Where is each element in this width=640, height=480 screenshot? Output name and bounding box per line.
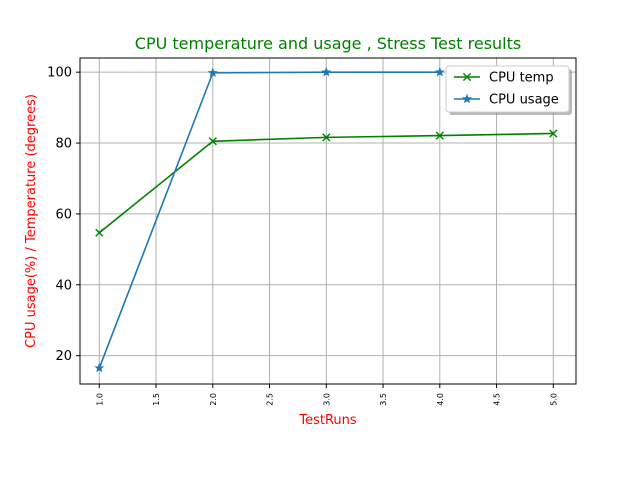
x-tick-label: 1.0 [95,393,104,406]
data-point-star-marker [207,67,218,78]
x-tick-label: 3.5 [379,393,388,406]
data-point-x-marker [95,228,104,237]
data-point-star-marker [462,93,472,104]
y-tick-label: 20 [55,349,72,364]
data-point-x-marker [462,72,472,82]
x-tick-label: 3.0 [322,393,331,406]
x-tick-label: 1.5 [152,393,161,406]
data-point-x-marker [549,129,558,138]
x-marker-stroke [322,133,331,142]
data-point-star-marker [321,66,332,77]
x-marker-stroke [435,131,444,140]
chart-title: CPU temperature and usage , Stress Test … [135,34,521,53]
axes: 1.0 1.5 2.0 2.5 3.0 3.5 4.0 4.5 5.0 20 40 60 80 100 [47,66,558,406]
series-line [98,71,440,369]
x-tick-label: 4.5 [493,393,502,406]
data-point-x-marker [435,131,444,140]
y-tick-label: 60 [55,207,72,222]
y-tick-label: 40 [55,278,72,293]
plot-frame [79,57,577,385]
x-tick-label: 5.0 [549,393,558,406]
series-layer [94,66,558,373]
data-point-star-marker [434,66,445,77]
x-marker-stroke [95,228,104,237]
x-tick-label: 4.0 [436,393,445,406]
x-tick-label: 2.0 [209,393,218,406]
legend-label: CPU usage [489,93,559,108]
legend-label: CPU temp [489,71,554,86]
data-point-x-marker [208,137,217,146]
legend: CPU temp CPU usage [445,65,572,115]
y-tick-label: 100 [47,66,72,81]
x-marker-stroke [208,137,217,146]
x-marker-stroke [549,129,558,138]
y-tick-label: 80 [55,137,72,152]
data-point-x-marker [322,133,331,142]
y-axis-label: CPU usage(%) / Temperature (degrees) [24,94,39,348]
x-tick-label: 2.5 [266,393,275,406]
data-point-star-marker [94,362,105,373]
x-axis-label: TestRuns [298,413,357,428]
x-marker-stroke [462,72,472,82]
